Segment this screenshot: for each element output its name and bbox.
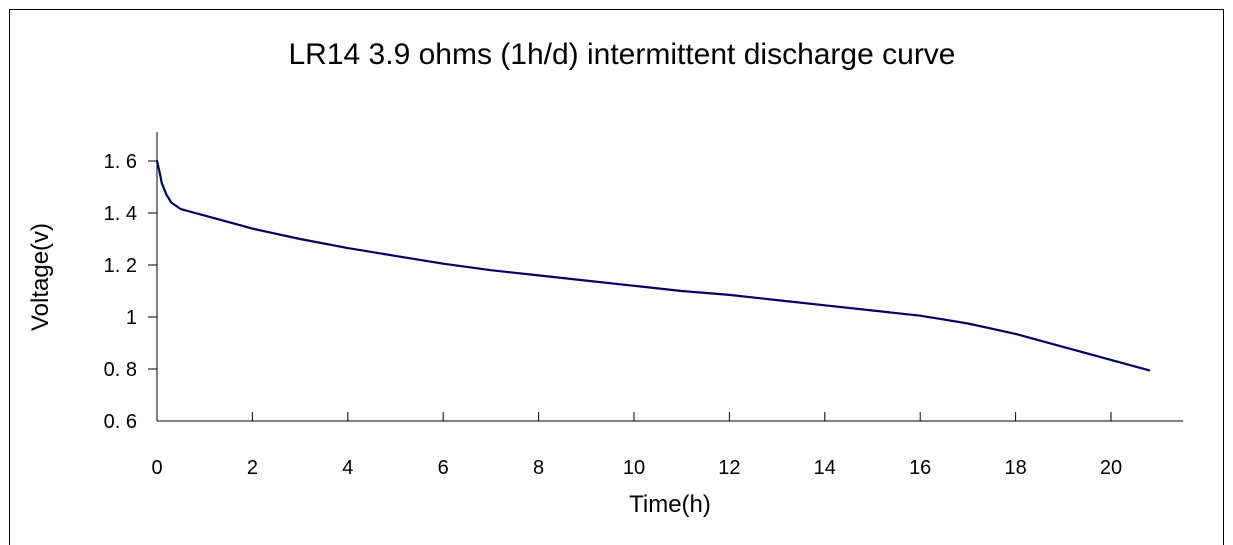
y-tick-label: 0. 8 [104, 359, 137, 381]
x-tick-label: 10 [623, 457, 645, 479]
x-axis-label: Time(h) [629, 491, 711, 518]
x-tick-label: 16 [909, 457, 931, 479]
chart-border [9, 9, 1224, 545]
y-tick-label: 1 [126, 307, 137, 329]
x-tick-label: 20 [1100, 457, 1122, 479]
y-tick-label: 1. 4 [104, 203, 137, 225]
x-tick-label: 14 [814, 457, 836, 479]
chart-title: LR14 3.9 ohms (1h/d) intermittent discha… [289, 38, 956, 71]
x-tick-label: 12 [718, 457, 740, 479]
y-tick-label: 1. 6 [104, 151, 137, 173]
x-tick-label: 6 [438, 457, 449, 479]
y-tick-label: 1. 2 [104, 255, 137, 277]
series-line [155, 159, 1151, 372]
y-axis-ticks: 0. 6 0. 8 1 1. 2 1. 4 1. 6 [104, 151, 157, 433]
x-tick-label: 18 [1004, 457, 1026, 479]
x-tick-label: 4 [342, 457, 353, 479]
series-layer [155, 159, 1151, 372]
x-tick-label: 2 [247, 457, 258, 479]
y-tick-label: 0. 6 [104, 411, 137, 433]
x-tick-label: 8 [533, 457, 544, 479]
plot-area: 0 2 4 6 8 10 12 14 16 18 20 0. 6 0. 8 1 1. 2 1. 4 1. 6 [104, 132, 1183, 479]
y-axis-label: Voltage(v) [27, 223, 54, 331]
x-axis-ticks: 0 2 4 6 8 10 12 14 16 18 20 [151, 412, 1122, 479]
x-tick-label: 0 [151, 457, 162, 479]
